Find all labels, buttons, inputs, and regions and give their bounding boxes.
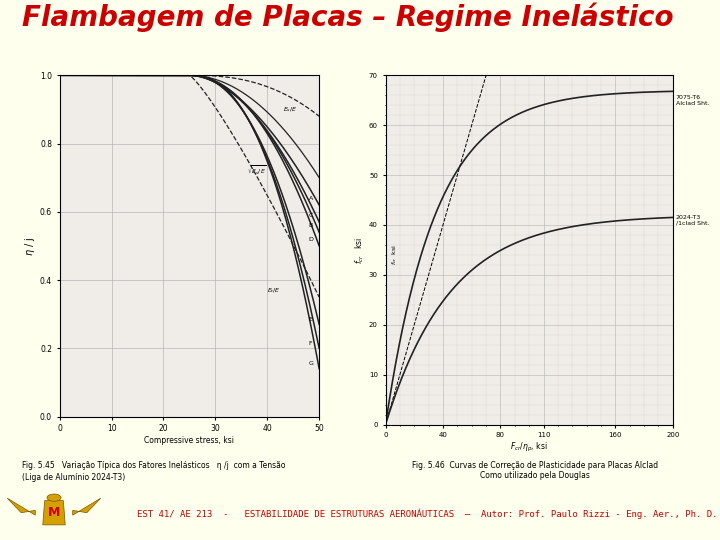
Text: EST 41/ AE 213  -   ESTABILIDADE DE ESTRUTURAS AERONÁUTICAS  –  Autor: Prof. Pau: EST 41/ AE 213 - ESTABILIDADE DE ESTRUTU… [137,509,717,519]
Polygon shape [73,498,101,515]
X-axis label: Compressive stress, ksi: Compressive stress, ksi [145,436,235,445]
Text: A: A [309,195,313,201]
Polygon shape [7,498,35,515]
Text: Fig. 5.46  Curvas de Correção de Plasticidade para Placas Alclad: Fig. 5.46 Curvas de Correção de Plastici… [412,461,657,470]
Text: Fig. 5.45   Variação Típica dos Fatores Inelásticos   η /j  com a Tensão: Fig. 5.45 Variação Típica dos Fatores In… [22,461,285,470]
Y-axis label: $f_{cr}$   ksi: $f_{cr}$ ksi [354,237,366,264]
Text: 2024-T3
/1clad Sht.: 2024-T3 /1clad Sht. [675,215,709,226]
Text: F: F [309,341,312,346]
Circle shape [47,494,61,501]
Text: D: D [309,237,314,241]
Polygon shape [42,501,66,525]
Text: C: C [309,213,313,218]
Text: $E_s/E$: $E_s/E$ [283,105,297,114]
Text: Flambagem de Placas – Regime Inelástico: Flambagem de Placas – Regime Inelástico [22,2,673,32]
Text: M: M [48,506,60,519]
Text: (Liga de Alumínio 2024-T3): (Liga de Alumínio 2024-T3) [22,472,125,482]
Text: Como utilizado pela Douglas: Como utilizado pela Douglas [480,471,590,481]
Text: $E_t/E$: $E_t/E$ [267,286,281,295]
Text: $\sqrt{E_s/E}$: $\sqrt{E_s/E}$ [246,164,266,178]
Text: $f_{cr}$  ksi: $f_{cr}$ ksi [390,245,399,265]
Text: B: B [309,223,313,228]
X-axis label: $F_{cr}/\eta_p$, ksi: $F_{cr}/\eta_p$, ksi [510,441,548,454]
Text: E: E [309,317,312,322]
Y-axis label: $\eta$ / j: $\eta$ / j [23,236,37,255]
Text: G: G [309,361,314,366]
Text: 7075-T6
Alclad Sht.: 7075-T6 Alclad Sht. [675,95,709,106]
